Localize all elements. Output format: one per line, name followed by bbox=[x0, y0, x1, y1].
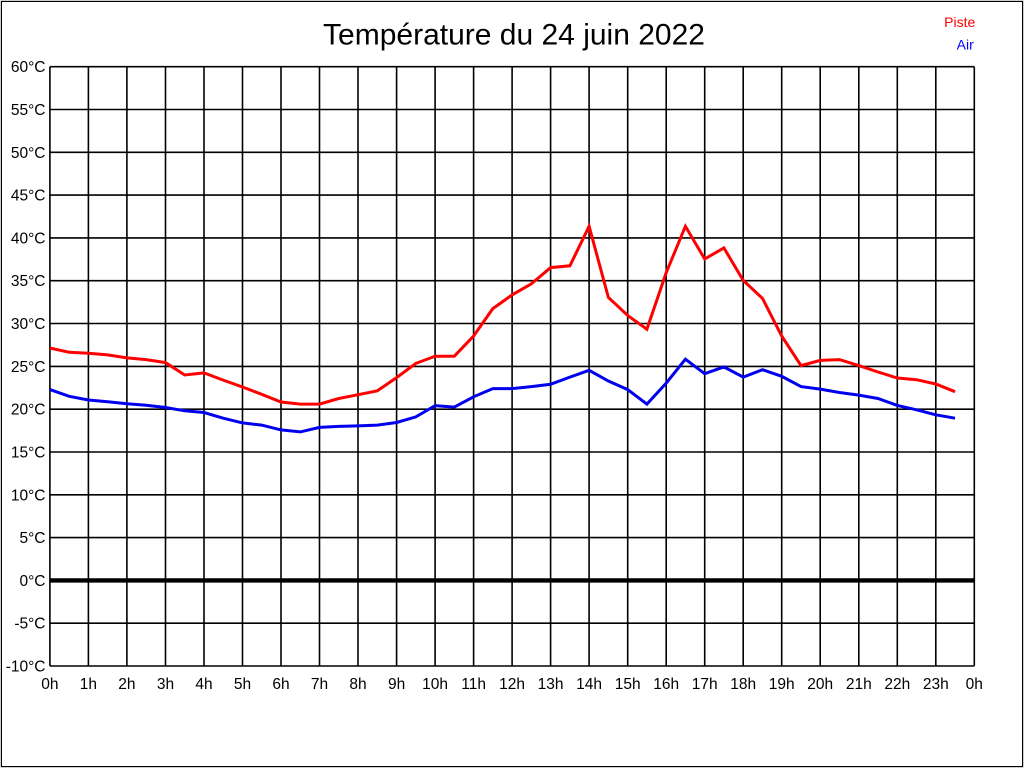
svg-text:0°C: 0°C bbox=[19, 573, 45, 590]
svg-text:Température du 24 juin 2022: Température du 24 juin 2022 bbox=[323, 18, 705, 51]
svg-text:11h: 11h bbox=[461, 676, 486, 693]
svg-text:10h: 10h bbox=[422, 676, 448, 693]
svg-text:7h: 7h bbox=[311, 676, 328, 693]
svg-text:6h: 6h bbox=[272, 676, 289, 693]
svg-text:18h: 18h bbox=[730, 676, 756, 693]
svg-text:5h: 5h bbox=[234, 676, 251, 693]
svg-text:1h: 1h bbox=[80, 676, 97, 693]
svg-text:9h: 9h bbox=[388, 676, 405, 693]
svg-text:14h: 14h bbox=[576, 676, 602, 693]
svg-text:2h: 2h bbox=[118, 676, 135, 693]
svg-text:50°C: 50°C bbox=[11, 145, 46, 162]
svg-text:15°C: 15°C bbox=[11, 445, 46, 462]
svg-text:13h: 13h bbox=[538, 676, 564, 693]
svg-text:Air: Air bbox=[957, 36, 974, 52]
svg-text:35°C: 35°C bbox=[11, 273, 46, 290]
svg-text:-10°C: -10°C bbox=[6, 659, 46, 676]
svg-text:4h: 4h bbox=[195, 676, 212, 693]
svg-text:3h: 3h bbox=[157, 676, 174, 693]
svg-text:Piste: Piste bbox=[944, 14, 975, 30]
svg-text:30°C: 30°C bbox=[11, 316, 46, 333]
svg-text:8h: 8h bbox=[349, 676, 366, 693]
svg-text:0h: 0h bbox=[41, 676, 58, 693]
svg-text:16h: 16h bbox=[653, 676, 679, 693]
svg-text:23h: 23h bbox=[923, 676, 949, 693]
svg-text:12h: 12h bbox=[499, 676, 525, 693]
svg-text:0h: 0h bbox=[966, 676, 983, 693]
svg-text:19h: 19h bbox=[769, 676, 795, 693]
svg-text:22h: 22h bbox=[884, 676, 910, 693]
svg-text:15h: 15h bbox=[615, 676, 641, 693]
svg-text:40°C: 40°C bbox=[11, 230, 46, 247]
svg-text:10°C: 10°C bbox=[11, 487, 46, 504]
svg-text:5°C: 5°C bbox=[19, 530, 45, 547]
svg-text:55°C: 55°C bbox=[11, 102, 46, 119]
svg-text:17h: 17h bbox=[692, 676, 718, 693]
svg-text:45°C: 45°C bbox=[11, 188, 46, 205]
svg-text:20°C: 20°C bbox=[11, 402, 46, 419]
svg-text:21h: 21h bbox=[846, 676, 872, 693]
svg-text:25°C: 25°C bbox=[11, 359, 46, 376]
svg-text:60°C: 60°C bbox=[11, 59, 46, 76]
svg-text:-5°C: -5°C bbox=[14, 616, 45, 633]
svg-text:20h: 20h bbox=[807, 676, 833, 693]
